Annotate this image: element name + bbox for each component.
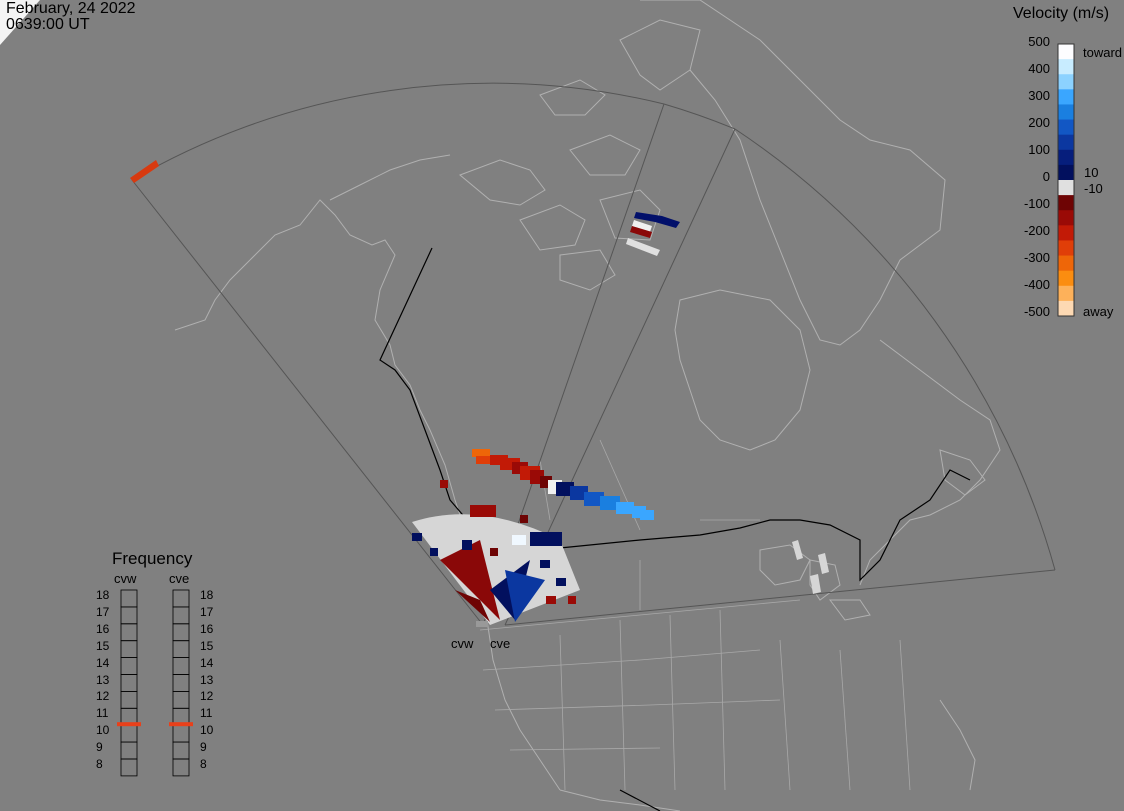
freq-col-label-cve: cve — [169, 571, 190, 586]
frequency-level-label: 15 — [200, 638, 214, 653]
frequency-cell — [120, 724, 138, 743]
echo-mid-band — [440, 449, 654, 520]
frequency-cell — [120, 606, 138, 625]
frequency-level-label: 17 — [96, 604, 110, 619]
frequency-level-label: 8 — [200, 757, 207, 771]
frequency-level-label: 14 — [200, 655, 214, 670]
frequency-cell — [172, 724, 190, 743]
velocity-tick-label: -500 — [1023, 304, 1050, 319]
frequency-cell — [172, 674, 190, 692]
frequency-marker — [117, 722, 141, 727]
colorbar-segment — [1058, 149, 1074, 166]
frequency-panel — [117, 589, 193, 777]
top-left-corner-triangle — [0, 0, 40, 45]
frequency-marker — [169, 722, 193, 727]
frequency-level-label: 18 — [200, 588, 214, 602]
frequency-cell — [172, 589, 190, 608]
frequency-cell — [172, 606, 190, 625]
frequency-level-label: 10 — [200, 723, 214, 738]
colorbar-segment — [1058, 134, 1074, 151]
colorbar-segment — [1058, 89, 1074, 105]
away-label: away — [1083, 304, 1114, 319]
velocity-colorbar — [1057, 43, 1075, 317]
province-borders — [479, 439, 911, 791]
colorbar-segment — [1058, 59, 1074, 75]
velocity-title: Velocity (m/s) — [1013, 5, 1110, 22]
radar-label-cve: cve — [490, 636, 511, 651]
colorbar-frame — [1057, 43, 1075, 317]
colorbar-segment — [1058, 285, 1074, 302]
velocity-small-label: 10 — [1084, 165, 1099, 180]
velocity-tick-label: -200 — [1023, 223, 1050, 238]
frequency-level-label: 15 — [96, 638, 110, 653]
frequency-level-label: 12 — [200, 689, 214, 704]
echo-north — [626, 212, 680, 256]
frequency-cell — [120, 623, 138, 642]
frequency-level-label: 13 — [96, 672, 110, 687]
velocity-tick-label: 200 — [1028, 115, 1050, 130]
echo-near-fan — [412, 505, 580, 627]
frequency-level-label: 9 — [200, 740, 207, 755]
frequency-cell — [120, 758, 138, 777]
frequency-cell — [172, 758, 190, 777]
frequency-level-label: 14 — [96, 655, 110, 670]
frequency-cell — [120, 657, 138, 675]
echo-far-west — [130, 160, 159, 183]
frequency-cell — [172, 640, 190, 659]
colorbar-segment — [1058, 255, 1074, 272]
frequency-level-label: 11 — [200, 706, 213, 721]
frequency-cell — [120, 674, 138, 692]
frequency-level-label: 16 — [200, 621, 214, 636]
colorbar-segment — [1058, 44, 1074, 60]
frequency-cell — [120, 589, 138, 608]
frequency-cell — [120, 691, 138, 709]
velocity-tick-label: -300 — [1023, 250, 1050, 265]
coastlines — [174, 0, 1001, 811]
velocity-tick-label: 500 — [1028, 34, 1050, 49]
velocity-tick-label: 100 — [1028, 142, 1050, 157]
frequency-level-label: 9 — [96, 740, 103, 755]
frequency-cell — [172, 691, 190, 709]
frequency-level-label: 12 — [96, 689, 110, 704]
colorbar-segment — [1058, 164, 1074, 181]
velocity-small-label: -10 — [1084, 181, 1103, 196]
frequency-level-label: 13 — [200, 672, 214, 687]
frequency-title: Frequency — [112, 549, 193, 568]
velocity-tick-label: 0 — [1042, 169, 1050, 184]
radar-fov — [131, 82, 1056, 626]
toward-label: toward — [1083, 45, 1123, 60]
colorbar-segment — [1058, 104, 1074, 121]
colorbar-segment — [1058, 270, 1074, 287]
velocity-tick-label: 400 — [1028, 61, 1050, 76]
frequency-cell — [172, 623, 190, 642]
observation-date: February, 24 2022 — [6, 0, 136, 17]
frequency-cell — [172, 657, 190, 675]
colorbar-segment — [1058, 74, 1074, 90]
frequency-level-label: 10 — [96, 723, 110, 738]
colorbar-segment — [1058, 225, 1074, 241]
frequency-level-label: 18 — [96, 588, 110, 602]
observation-time: 0639:00 UT — [6, 16, 90, 33]
frequency-cell — [120, 741, 138, 760]
colorbar-segment — [1058, 240, 1074, 257]
frequency-cell — [120, 640, 138, 659]
frequency-level-label: 16 — [96, 621, 110, 636]
frequency-level-label: 8 — [96, 757, 103, 771]
colorbar-segment — [1058, 300, 1074, 317]
international-border — [379, 247, 971, 811]
colorbar-segment — [1058, 210, 1074, 226]
freq-col-label-cvw: cvw — [114, 571, 137, 586]
echo-east — [792, 540, 829, 594]
frequency-level-label: 11 — [96, 706, 109, 721]
velocity-tick-label: -100 — [1023, 196, 1050, 211]
frequency-cell — [172, 741, 190, 760]
colorbar-segment — [1058, 119, 1074, 136]
radar-label-cvw: cvw — [451, 636, 474, 651]
velocity-tick-label: -400 — [1023, 277, 1050, 292]
colorbar-segment — [1058, 180, 1074, 196]
frequency-level-label: 17 — [200, 604, 214, 619]
velocity-tick-label: 300 — [1028, 88, 1050, 103]
colorbar-segment — [1058, 195, 1074, 211]
